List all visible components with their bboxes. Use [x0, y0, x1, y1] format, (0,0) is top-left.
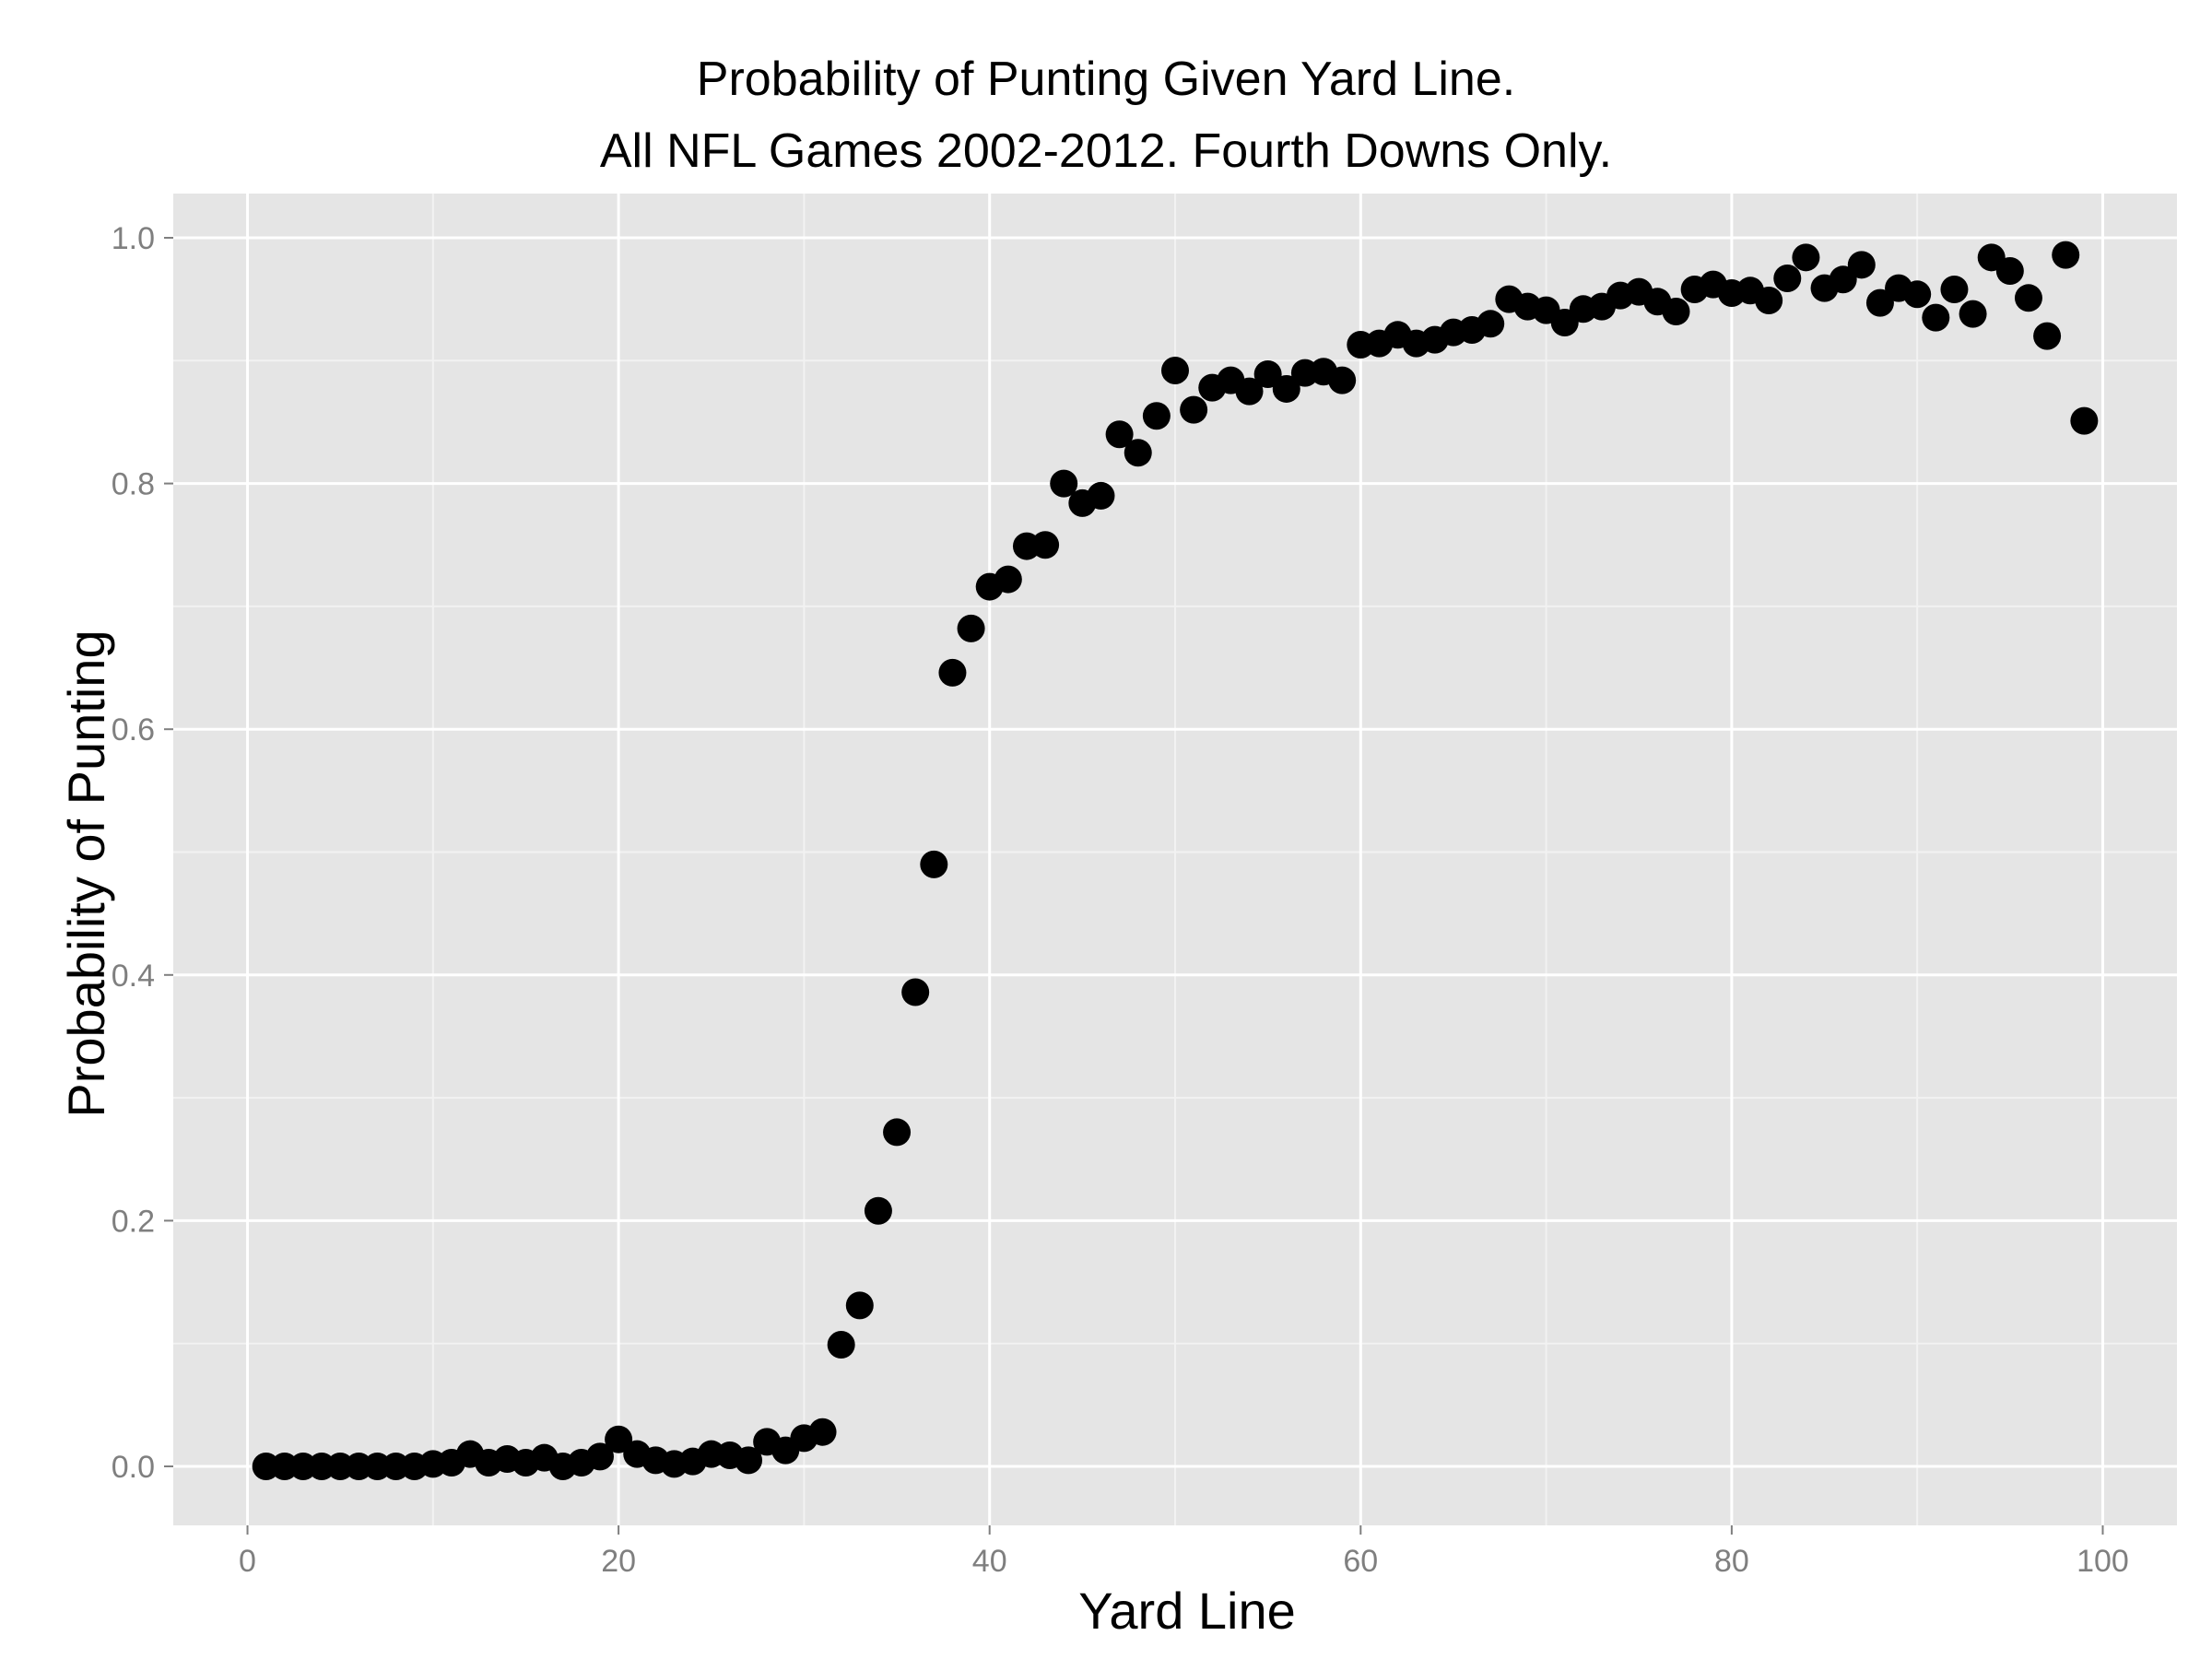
data-point [1253, 359, 1282, 388]
data-point [1477, 310, 1505, 338]
data-point [1031, 531, 1060, 559]
data-point [1829, 265, 1857, 294]
y-tick-label: 0.4 [112, 959, 155, 994]
chart-subtitle: All NFL Games 2002-2012. Fourth Downs On… [599, 124, 1613, 178]
data-point [994, 565, 1022, 594]
y-tick-label: 0.6 [112, 712, 155, 747]
y-tick-label: 1.0 [112, 221, 155, 256]
data-point [1050, 469, 1078, 498]
data-points [252, 241, 2099, 1481]
data-point [1180, 395, 1208, 424]
x-axis-tick-labels: 0 20 40 60 80 100 [239, 1544, 2129, 1579]
data-point [864, 1196, 892, 1225]
data-point [1105, 420, 1134, 449]
data-point [1662, 297, 1690, 325]
data-point [920, 850, 948, 878]
x-axis-label: Yard Line [1078, 1582, 1296, 1640]
data-point [1940, 275, 1969, 303]
data-point [605, 1425, 633, 1453]
data-point [1272, 374, 1300, 403]
x-tick-label: 40 [972, 1544, 1007, 1579]
data-point [808, 1418, 837, 1446]
data-point [1847, 251, 1876, 279]
x-tick-label: 0 [239, 1544, 256, 1579]
data-point [1773, 264, 1802, 292]
x-tick-label: 100 [2077, 1544, 2129, 1579]
data-point [585, 1442, 614, 1471]
data-point [2052, 241, 2080, 269]
data-point [1903, 280, 1932, 309]
data-point [1142, 402, 1171, 430]
data-point [883, 1118, 912, 1147]
data-point [735, 1446, 763, 1475]
data-point [901, 978, 930, 1006]
major-gridlines [173, 194, 2177, 1525]
data-point [1161, 356, 1189, 384]
data-point [1087, 481, 1115, 510]
data-point [957, 614, 985, 642]
x-tick-label: 80 [1714, 1544, 1749, 1579]
y-tick-label: 0.2 [112, 1204, 155, 1239]
data-point [938, 658, 967, 687]
data-point [2014, 284, 2042, 312]
data-point [2033, 322, 2062, 350]
data-point [1959, 300, 1987, 328]
data-point [1922, 303, 1950, 332]
data-point [1235, 377, 1264, 406]
data-point [1328, 366, 1357, 394]
data-point [1755, 286, 1783, 314]
data-point [845, 1291, 874, 1320]
axis-ticks [164, 236, 2104, 1535]
y-axis-label: Probability of Punting [57, 629, 115, 1118]
data-point [1995, 256, 2024, 285]
data-point [1124, 439, 1152, 467]
data-point [827, 1331, 855, 1359]
chart-title: Probability of Punting Given Yard Line. [696, 53, 1516, 106]
y-tick-label: 0.0 [112, 1450, 155, 1485]
data-point [1792, 243, 1820, 272]
data-point [1865, 288, 1894, 317]
x-tick-label: 20 [601, 1544, 636, 1579]
y-tick-label: 0.8 [112, 467, 155, 502]
x-tick-label: 60 [1343, 1544, 1378, 1579]
y-axis-tick-labels: 0.0 0.2 0.4 0.6 0.8 1.0 [112, 221, 155, 1485]
data-point [2070, 406, 2099, 435]
